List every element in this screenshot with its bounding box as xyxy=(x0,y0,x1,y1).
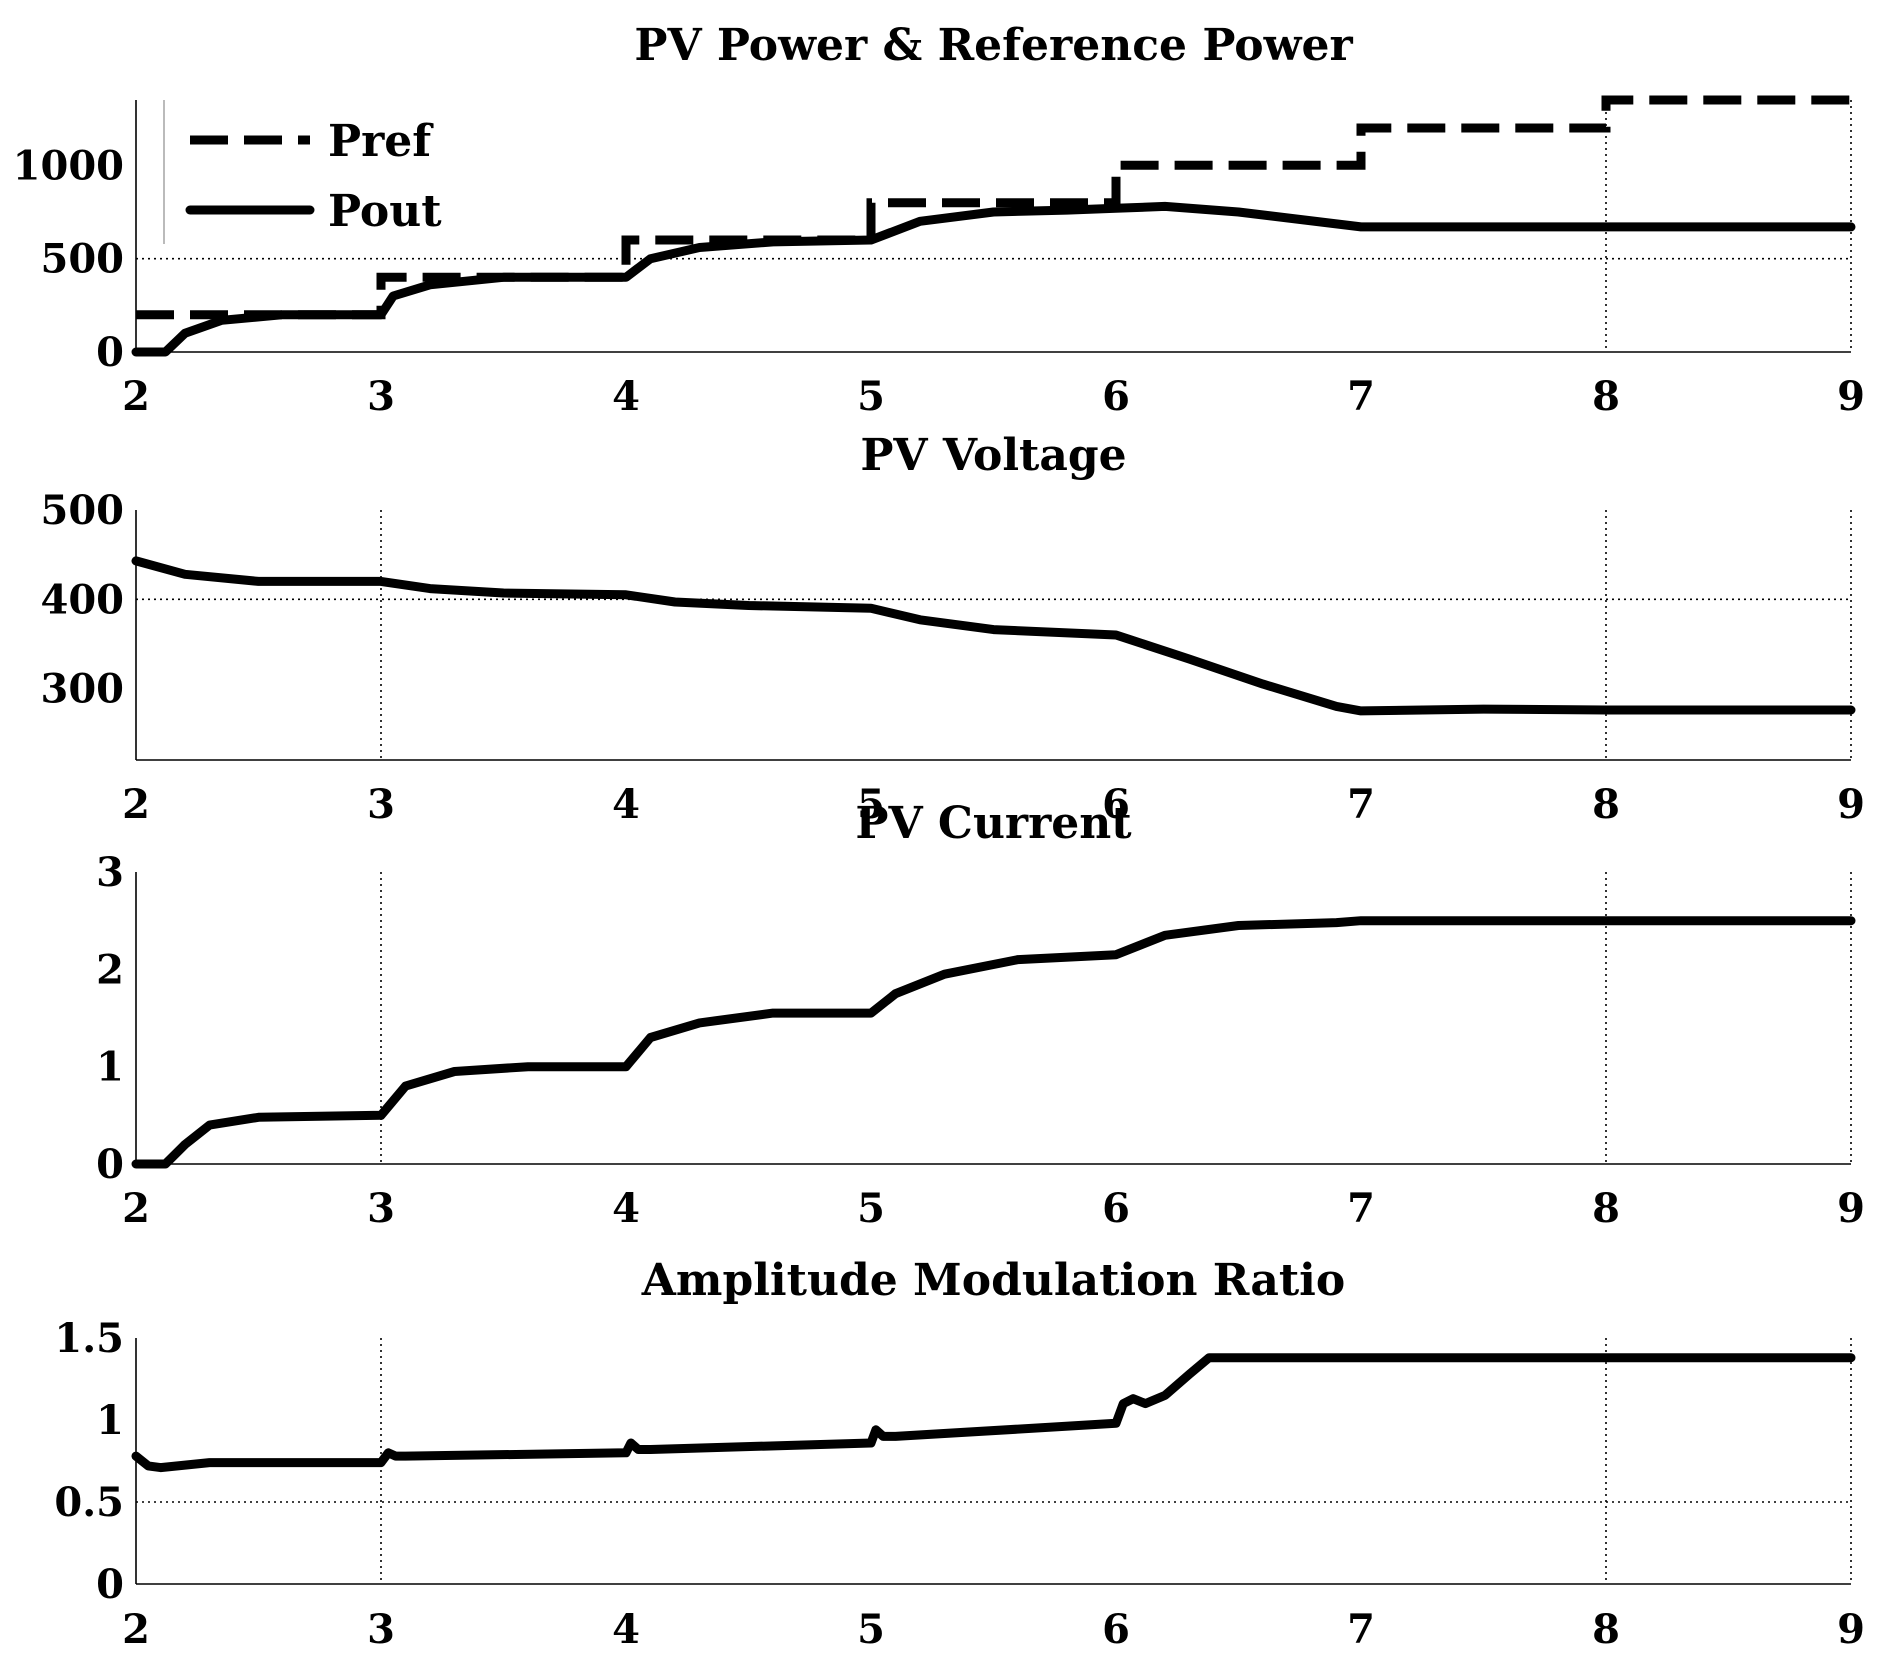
panel-title: PV Power & Reference Power xyxy=(634,20,1353,71)
panel-title: PV Voltage xyxy=(860,430,1126,481)
x-tick-label: 5 xyxy=(857,781,885,828)
x-tick-label: 9 xyxy=(1837,1185,1865,1232)
y-tick-label: 1.5 xyxy=(54,1315,124,1362)
x-tick-label: 4 xyxy=(612,1185,640,1232)
x-tick-label: 7 xyxy=(1347,781,1375,828)
x-tick-label: 2 xyxy=(122,373,150,420)
y-tick-label: 0 xyxy=(96,329,124,376)
legend: Pref Pout xyxy=(163,100,442,244)
panel-title: Amplitude Modulation Ratio xyxy=(641,1255,1345,1306)
y-tick-label: 0 xyxy=(96,1561,124,1608)
y-tick-label: 300 xyxy=(41,666,125,713)
x-tick-label: 8 xyxy=(1592,1606,1620,1653)
x-tick-label: 3 xyxy=(367,373,395,420)
x-tick-label: 9 xyxy=(1837,373,1865,420)
x-tick-label: 6 xyxy=(1102,781,1130,828)
x-tick-label: 6 xyxy=(1102,1185,1130,1232)
y-tick-label: 400 xyxy=(41,576,125,623)
x-tick-label: 5 xyxy=(857,1185,885,1232)
x-tick-label: 7 xyxy=(1347,1185,1375,1232)
series-line-1 xyxy=(131,556,1856,716)
x-tick-label: 7 xyxy=(1347,373,1375,420)
x-tick-label: 2 xyxy=(122,781,150,828)
panel-1: PV Power & Reference Power 0 500 1000 2 3 4 5 6 7… xyxy=(13,20,1865,420)
series-line-pout xyxy=(131,201,1856,357)
panel-2: PV Voltage 300 400 500 2 3 4 5 6 7 8 9 xyxy=(41,430,1865,828)
x-tick-label: 6 xyxy=(1102,1606,1130,1653)
x-tick-label: 4 xyxy=(612,781,640,828)
y-tick-label: 1000 xyxy=(13,142,124,189)
y-tick-label: 1 xyxy=(96,1044,124,1091)
x-tick-label: 3 xyxy=(367,1606,395,1653)
y-tick-label: 500 xyxy=(41,236,125,283)
x-tick-label: 6 xyxy=(1102,373,1130,420)
y-tick-label: 2 xyxy=(96,946,124,993)
x-tick-label: 8 xyxy=(1592,781,1620,828)
x-tick-label: 7 xyxy=(1347,1606,1375,1653)
x-tick-label: 2 xyxy=(122,1606,150,1653)
panel-3: PV Current 0 1 2 3 2 3 4 5 6 7 8 9 xyxy=(96,798,1865,1232)
series-line-1 xyxy=(131,916,1856,1169)
x-tick-label: 3 xyxy=(367,1185,395,1232)
legend-label: Pout xyxy=(328,186,442,237)
x-tick-label: 4 xyxy=(612,1606,640,1653)
panel-4: Amplitude Modulation Ratio 0 0.5 1 1.5 2 3 4 5 6 7… xyxy=(54,1255,1865,1653)
x-tick-label: 3 xyxy=(367,781,395,828)
x-tick-label: 8 xyxy=(1592,373,1620,420)
x-tick-label: 5 xyxy=(857,373,885,420)
x-tick-label: 8 xyxy=(1592,1185,1620,1232)
y-tick-label: 0.5 xyxy=(54,1479,124,1526)
x-tick-label: 4 xyxy=(612,373,640,420)
x-tick-label: 9 xyxy=(1837,781,1865,828)
y-tick-label: 3 xyxy=(96,849,124,896)
panel-title: PV Current xyxy=(855,798,1132,849)
y-tick-label: 0 xyxy=(96,1141,124,1188)
y-tick-label: 1 xyxy=(96,1397,124,1444)
x-tick-label: 5 xyxy=(857,1606,885,1653)
series-line-1 xyxy=(131,1353,1856,1473)
legend-label: Pref xyxy=(328,116,434,167)
y-tick-label: 500 xyxy=(41,487,125,534)
x-tick-label: 9 xyxy=(1837,1606,1865,1653)
x-tick-label: 2 xyxy=(122,1185,150,1232)
